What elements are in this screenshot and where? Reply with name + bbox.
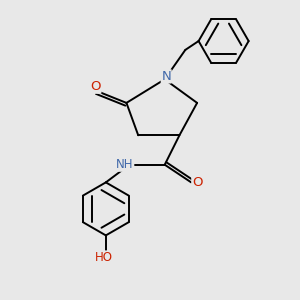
- Text: O: O: [90, 80, 101, 93]
- Text: HO: HO: [95, 251, 113, 264]
- Text: NH: NH: [116, 158, 134, 171]
- Text: N: N: [161, 70, 171, 83]
- Text: O: O: [192, 176, 202, 189]
